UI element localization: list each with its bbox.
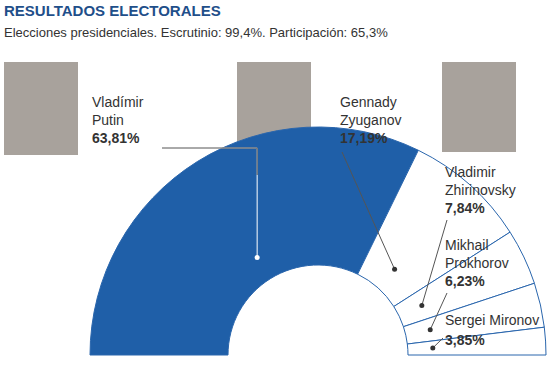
category-label: GennadyZyuganov [340,94,401,128]
leader-dot [430,345,435,350]
slices [90,127,546,355]
leader-line [342,152,395,269]
data-label: 6,23% [445,273,485,289]
data-label: 63,81% [92,130,140,146]
data-label: 17,19% [340,130,388,146]
leader-dot [255,255,260,260]
title: RESULTADOS ELECTORALES [4,2,221,19]
category-label: Sergei Mironov [445,312,539,328]
subtitle: Elecciones presidenciales. Escrutinio: 9… [4,25,388,40]
leader-line [162,148,257,257]
leader-line [422,220,447,306]
category-label: VladimirZhirinovsky [445,164,516,198]
category-label: MikhailProkhorov [445,237,509,271]
category-label: VladímirPutin [92,94,144,128]
photo-placeholder [442,62,516,152]
photo-placeholder [4,62,78,155]
slice [90,127,418,355]
leader-line [162,148,257,175]
data-label: 3,85% [445,332,485,348]
leader-dot [392,267,397,272]
slice [407,327,546,355]
data-label: 7,84% [445,200,485,216]
leader-dot [419,303,424,308]
chart: RESULTADOS ELECTORALES Elecciones preside… [0,0,560,365]
leader-dot [428,327,433,332]
